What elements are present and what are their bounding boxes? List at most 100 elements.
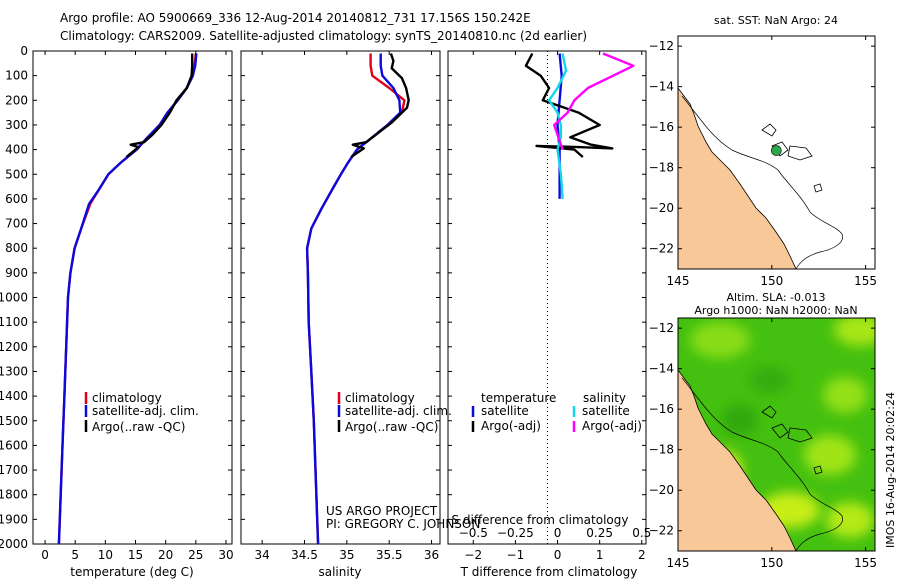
x-tick-label: −2 <box>464 548 482 562</box>
difference-legend: temperature satellite Argo(-adj) salinit… <box>471 391 642 433</box>
header-title-line2: Climatology: CARS2009. Satellite-adjuste… <box>60 29 587 43</box>
difference-axes <box>447 50 647 545</box>
sla-map-area <box>678 318 875 551</box>
legend-label-satellite: satellite-adj. clim. <box>92 404 199 418</box>
shelf-contour <box>681 95 843 269</box>
map-x-tick-label: 150 <box>760 274 783 288</box>
series-line-s-argo-adj- <box>553 52 635 150</box>
series-line-t-satellite <box>556 53 563 199</box>
x-tick-label: 0 <box>41 548 49 562</box>
depth-tick-label: 1000 <box>0 291 28 305</box>
map-y-tick-label: −14 <box>649 80 674 94</box>
legend-label-s-satellite: satellite <box>582 404 630 418</box>
map-y-tick-label: −18 <box>649 443 674 457</box>
sla-blob <box>750 366 790 394</box>
temperature-xlabel: temperature (deg C) <box>70 565 193 579</box>
x-tick-label: 0 <box>554 548 562 562</box>
salinity-xlabel: salinity <box>318 565 361 579</box>
x-tick-label: 25 <box>188 548 203 562</box>
x-tick-label: 5 <box>71 548 79 562</box>
sla-map-ticks: 145 150 155 −12 −14 −16 −18 −20 −22 <box>649 318 877 570</box>
imos-timestamp: IMOS 16-Aug-2014 20:02:24 <box>884 392 897 548</box>
x2-tick-label: 0 <box>554 526 562 540</box>
series-line-satellite-adj-clim- <box>57 53 198 544</box>
credit-project: US ARGO PROJECT <box>326 504 438 518</box>
series-line-t-argo-adj- <box>524 52 614 158</box>
map-x-tick-label: 150 <box>760 556 783 570</box>
australia-land <box>678 87 797 269</box>
series-line-argo-raw-qc- <box>125 53 194 158</box>
depth-tick-label: 500 <box>5 167 28 181</box>
depth-tick-label: 1300 <box>0 364 28 378</box>
depth-tick-label: 1600 <box>0 438 28 452</box>
depth-tick-label: 0 <box>20 44 28 58</box>
x-tick-label: −1 <box>507 548 525 562</box>
depth-tick-label: 300 <box>5 118 28 132</box>
sst-map-ticks: 145 150 155 −12 −14 −16 −18 −20 −22 <box>649 36 877 288</box>
argo-location-marker <box>771 145 782 156</box>
map-y-tick-label: −16 <box>649 120 674 134</box>
legend-label-argo: Argo(..raw -QC) <box>92 420 185 434</box>
depth-tick-label: 1500 <box>0 414 28 428</box>
credit-pi: PI: GREGORY C. JOHNSON <box>326 517 480 531</box>
depth-tick-label: 1100 <box>0 315 28 329</box>
difference-xlabel: T difference from climatology <box>460 565 638 579</box>
series-line-climatology <box>57 53 197 544</box>
map-x-tick-label: 145 <box>667 556 690 570</box>
x-tick-label: 2 <box>638 548 646 562</box>
legend-label-climatology: climatology <box>345 391 415 405</box>
reef-outline <box>761 123 823 193</box>
sla-blob <box>823 377 867 413</box>
difference-x2label: S difference from climatology <box>452 513 629 527</box>
salinity-axes <box>240 50 441 545</box>
map-y-tick-label: −22 <box>649 242 674 256</box>
legend-label-climatology: climatology <box>92 391 162 405</box>
depth-tick-label: 2000 <box>0 537 28 551</box>
map-x-tick-label: 155 <box>854 274 877 288</box>
depth-tick-label: 1700 <box>0 463 28 477</box>
map-y-tick-label: −12 <box>649 321 674 335</box>
x-tick-label: 34 <box>255 548 270 562</box>
legend-label-s-argo: Argo(-adj) <box>582 419 642 433</box>
legend-title-salinity: salinity <box>583 391 626 405</box>
legend-label-satellite: satellite-adj. clim. <box>345 404 452 418</box>
series-line-climatology <box>305 53 406 544</box>
x-tick-label: 34.5 <box>291 548 318 562</box>
series-line-argo-raw-qc- <box>350 53 410 158</box>
map-y-tick-label: −18 <box>649 161 674 175</box>
depth-tick-label: 200 <box>5 93 28 107</box>
x2-tick-label: 0.25 <box>586 526 613 540</box>
header-title-line1: Argo profile: AO 5900669_336 12-Aug-2014… <box>60 11 531 25</box>
depth-axis: 0 100 200 300 400 500 600 700 800 900 1000 1100 1200… <box>0 44 646 551</box>
map-y-tick-label: −20 <box>649 483 674 497</box>
salinity-legend: climatology satellite-adj. clim. Argo(..… <box>337 391 452 434</box>
map-x-tick-label: 155 <box>854 556 877 570</box>
map-y-tick-label: −12 <box>649 39 674 53</box>
legend-label-t-argo: Argo(-adj) <box>481 419 541 433</box>
sla-blob <box>826 502 874 538</box>
x-tick-label: 15 <box>128 548 143 562</box>
depth-tick-label: 100 <box>5 69 28 83</box>
legend-label-t-satellite: satellite <box>481 404 529 418</box>
depth-tick-label: 700 <box>5 217 28 231</box>
legend-title-temperature: temperature <box>481 391 556 405</box>
sst-map-title: sat. SST: NaN Argo: 24 <box>714 14 838 27</box>
sla-map-title-line2: Argo h1000: NaN h2000: NaN <box>694 304 857 317</box>
x-tick-label: 10 <box>98 548 113 562</box>
depth-tick-label: 900 <box>5 266 28 280</box>
map-y-tick-label: −14 <box>649 362 674 376</box>
x-axis-ticks: 0 5 10 15 20 25 30 34 34.5 35 35.5 36 −2 −1 0 1 2 −0.5 −0.… <box>41 51 651 562</box>
depth-tick-label: 800 <box>5 241 28 255</box>
temperature-legend: climatology satellite-adj. clim. Argo(..… <box>84 391 199 434</box>
sla-blob <box>804 435 856 475</box>
map-y-tick-label: −20 <box>649 201 674 215</box>
x-tick-label: 30 <box>218 548 233 562</box>
sla-blob <box>722 404 758 436</box>
series-line-satellite-adj-clim- <box>305 53 402 544</box>
depth-tick-label: 1200 <box>0 340 28 354</box>
x2-tick-label: −0.25 <box>497 526 534 540</box>
x-tick-label: 20 <box>158 548 173 562</box>
x2-tick-label: −0.5 <box>459 526 488 540</box>
temperature-series <box>57 53 198 544</box>
depth-tick-label: 1900 <box>0 512 28 526</box>
